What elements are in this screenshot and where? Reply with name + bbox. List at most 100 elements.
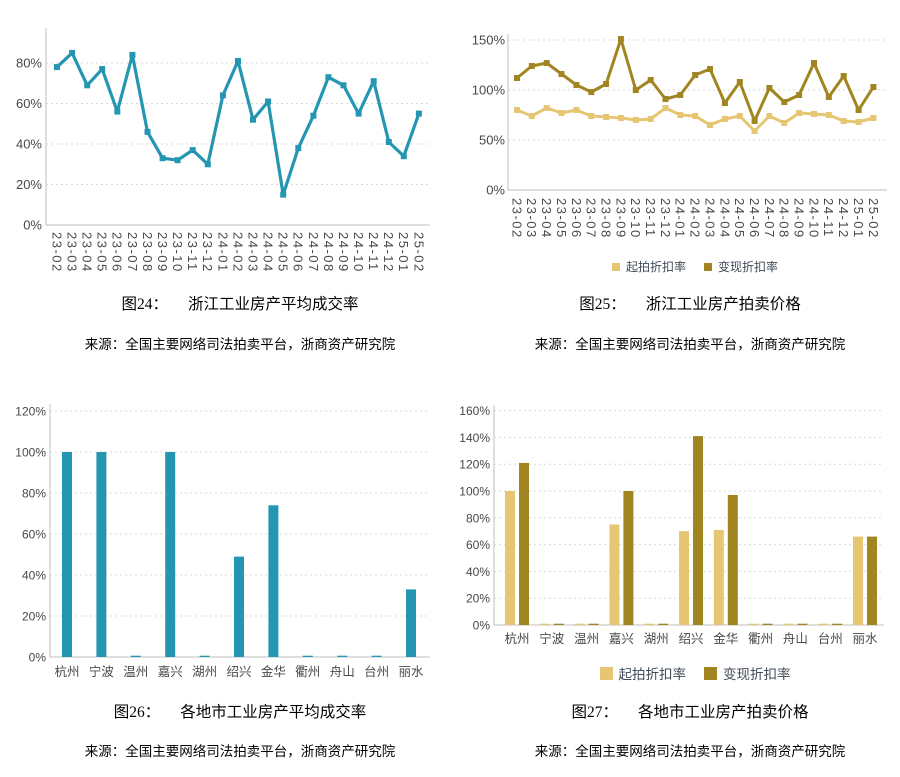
line-series bbox=[55, 51, 421, 197]
y-tick-label: 0% bbox=[473, 619, 491, 633]
x-tick-label: 23-02 bbox=[509, 198, 524, 239]
bar bbox=[644, 623, 655, 625]
bar bbox=[519, 462, 529, 625]
figure25-number: 图25： bbox=[579, 296, 626, 313]
y-tick-label: 50% bbox=[479, 133, 505, 148]
figure24-number: 图24： bbox=[121, 296, 168, 313]
figure27-number: 图27： bbox=[571, 704, 618, 721]
bar bbox=[539, 623, 550, 625]
line-series bbox=[516, 106, 874, 133]
y-tick-label: 160% bbox=[459, 404, 490, 418]
bar bbox=[165, 452, 176, 657]
x-tick-label: 金华 bbox=[713, 631, 738, 646]
y-tick-label: 140% bbox=[459, 431, 490, 445]
x-tick-label: 舟山 bbox=[783, 632, 808, 646]
x-tick-label: 杭州 bbox=[504, 631, 529, 646]
bar bbox=[96, 452, 107, 657]
y-tick-label: 40% bbox=[16, 137, 42, 152]
x-tick-label: 23-03 bbox=[524, 198, 539, 239]
legend-swatch-realize-discount-icon bbox=[704, 262, 712, 271]
y-tick-label: 0% bbox=[29, 651, 47, 665]
gridlines: 0% 50% 100% 150% bbox=[472, 33, 887, 198]
x-tick-label: 23-05 bbox=[95, 232, 110, 273]
bar bbox=[713, 529, 724, 625]
figure26-number: 图26： bbox=[113, 704, 161, 721]
legend-item-start-discount: 起拍折扣率 bbox=[599, 663, 687, 683]
y-tick-label: 60% bbox=[466, 538, 490, 552]
bar bbox=[553, 623, 564, 625]
x-axis-labels: 杭州 宁波 温州 嘉兴 湖州 绍兴 金华 衢州 舟山 台州 丽水 bbox=[504, 631, 878, 646]
x-tick-label: 24-09 bbox=[792, 198, 807, 239]
x-tick-label: 23-06 bbox=[569, 198, 584, 239]
legend-item-realize-discount: 变现折扣率 bbox=[704, 663, 791, 683]
x-tick-label: 23-12 bbox=[200, 232, 215, 273]
x-tick-label: 24-05 bbox=[276, 232, 291, 273]
x-tick-label: 温州 bbox=[123, 665, 148, 679]
bar bbox=[748, 623, 759, 625]
gridlines: 0% 20% 40% 60% 80% 100% 120% bbox=[15, 405, 430, 665]
x-tick-label: 丽水 bbox=[852, 632, 878, 646]
figure24-source: 来源：全国主要网络司法拍卖平台，浙商资产研究院 bbox=[84, 337, 396, 352]
bar bbox=[268, 505, 279, 657]
line-markers bbox=[514, 36, 877, 124]
y-tick-label: 150% bbox=[472, 33, 506, 48]
legend-label-start-discount: 起拍折扣率 bbox=[618, 667, 687, 682]
y-tick-label: 80% bbox=[16, 56, 42, 71]
x-axis-labels: 杭州 宁波 温州 嘉兴 湖州 绍兴 金华 衢州 舟山 台州 丽水 bbox=[54, 664, 424, 679]
x-tick-label: 24-04 bbox=[261, 232, 276, 273]
x-tick-label: 24-06 bbox=[291, 232, 306, 273]
figure24-caption: 图24： 浙江工业房产平均成交率 bbox=[30, 292, 450, 314]
legend-label-realize-discount: 变现折扣率 bbox=[723, 667, 791, 682]
x-tick-label: 宁波 bbox=[539, 631, 565, 646]
line-markers bbox=[514, 105, 877, 134]
y-tick-label: 100% bbox=[15, 446, 46, 460]
x-tick-label: 23-07 bbox=[584, 198, 599, 239]
x-tick-label: 23-12 bbox=[658, 198, 673, 239]
bar bbox=[574, 623, 585, 625]
bar-series bbox=[519, 436, 877, 625]
bar bbox=[623, 491, 634, 625]
x-tick-label: 衢州 bbox=[295, 665, 320, 679]
x-tick-label: 台州 bbox=[818, 631, 843, 646]
x-tick-label: 24-11 bbox=[821, 198, 836, 238]
y-tick-label: 40% bbox=[466, 565, 490, 579]
x-tick-label: 24-01 bbox=[215, 232, 230, 273]
x-tick-label: 24-10 bbox=[351, 232, 366, 273]
legend-swatch-realize-discount-icon bbox=[704, 666, 717, 680]
x-tick-label: 24-02 bbox=[230, 232, 245, 273]
figure26-bar-chart: 0% 20% 40% 60% 80% 100% 120% 杭州 宁波 温州 嘉兴 湖州 绍兴 金华 衢州 舟山… bbox=[15, 404, 430, 679]
x-tick-label: 24-07 bbox=[762, 198, 777, 239]
x-tick-label: 舟山 bbox=[330, 665, 355, 679]
bar bbox=[234, 556, 244, 657]
bar bbox=[693, 436, 703, 625]
x-tick-label: 24-06 bbox=[747, 198, 762, 239]
legend-item-start-discount: 起拍折扣率 bbox=[611, 258, 686, 275]
y-tick-label: 120% bbox=[459, 458, 490, 472]
x-tick-label: 24-10 bbox=[806, 198, 821, 239]
x-tick-label: 衢州 bbox=[748, 632, 773, 646]
bar bbox=[505, 491, 515, 625]
x-tick-label: 23-08 bbox=[140, 232, 155, 273]
x-tick-label: 23-11 bbox=[643, 198, 658, 238]
legend-item-realize-discount: 变现折扣率 bbox=[704, 258, 778, 275]
x-tick-label: 杭州 bbox=[54, 664, 79, 679]
line-series bbox=[516, 37, 875, 123]
legend-label-realize-discount: 变现折扣率 bbox=[718, 260, 779, 274]
x-tick-label: 金华 bbox=[261, 664, 286, 679]
y-tick-label: 100% bbox=[459, 485, 490, 499]
x-tick-label: 宁波 bbox=[89, 664, 115, 679]
bar bbox=[406, 589, 416, 657]
bar bbox=[832, 623, 843, 625]
y-tick-label: 0% bbox=[23, 218, 42, 233]
figure27-title: 各地市工业房产拍卖价格 bbox=[638, 704, 809, 721]
bar bbox=[679, 531, 689, 625]
bar bbox=[727, 495, 738, 625]
figure27-source: 来源：全国主要网络司法拍卖平台，浙商资产研究院 bbox=[534, 744, 846, 759]
bar bbox=[658, 623, 669, 625]
x-tick-label: 绍兴 bbox=[678, 632, 703, 646]
x-tick-label: 25-02 bbox=[411, 232, 426, 273]
bar bbox=[762, 623, 773, 625]
x-tick-label: 23-05 bbox=[554, 198, 569, 239]
x-tick-label: 23-10 bbox=[628, 198, 643, 239]
figure27-legend: 起拍折扣率 变现折扣率 bbox=[470, 663, 900, 683]
